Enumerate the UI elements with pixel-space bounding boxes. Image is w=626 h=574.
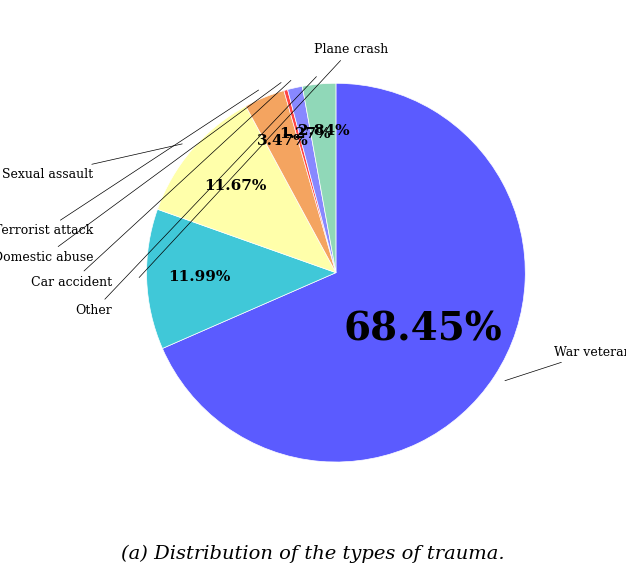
Text: 68.45%: 68.45% (344, 311, 503, 348)
Text: 3.47%: 3.47% (257, 134, 308, 148)
Text: 2.84%: 2.84% (297, 124, 349, 138)
Wedge shape (246, 91, 336, 273)
Wedge shape (162, 83, 525, 462)
Text: Plane crash: Plane crash (139, 42, 388, 278)
Wedge shape (146, 210, 336, 348)
Text: Domestic abuse: Domestic abuse (0, 83, 281, 264)
Text: War veteran: War veteran (505, 346, 626, 381)
Text: Terrorist attack: Terrorist attack (0, 90, 259, 238)
Text: 11.99%: 11.99% (168, 270, 231, 284)
Wedge shape (284, 90, 336, 273)
Text: 11.67%: 11.67% (204, 180, 267, 193)
Text: (a) Distribution of the types of trauma.: (a) Distribution of the types of trauma. (121, 544, 505, 563)
Wedge shape (302, 83, 336, 273)
Text: 1.27%: 1.27% (279, 127, 331, 141)
Text: Sexual assault: Sexual assault (3, 144, 182, 181)
Text: Other: Other (76, 76, 316, 317)
Wedge shape (287, 86, 336, 273)
Text: Car accident: Car accident (31, 80, 291, 289)
Wedge shape (158, 106, 336, 273)
